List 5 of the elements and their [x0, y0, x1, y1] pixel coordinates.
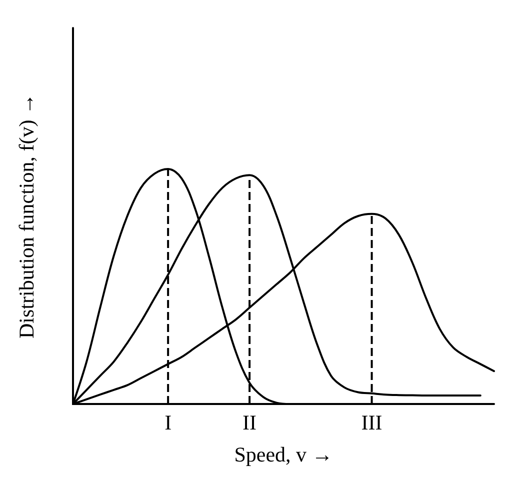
x-axis-title: Speed, v →	[234, 442, 333, 466]
x-tick-label: I	[164, 410, 172, 434]
y-axis-title: Distribution function, f(v) →	[14, 94, 38, 338]
x-tick-label: II	[242, 410, 257, 434]
x-tick-label: III	[361, 410, 382, 434]
